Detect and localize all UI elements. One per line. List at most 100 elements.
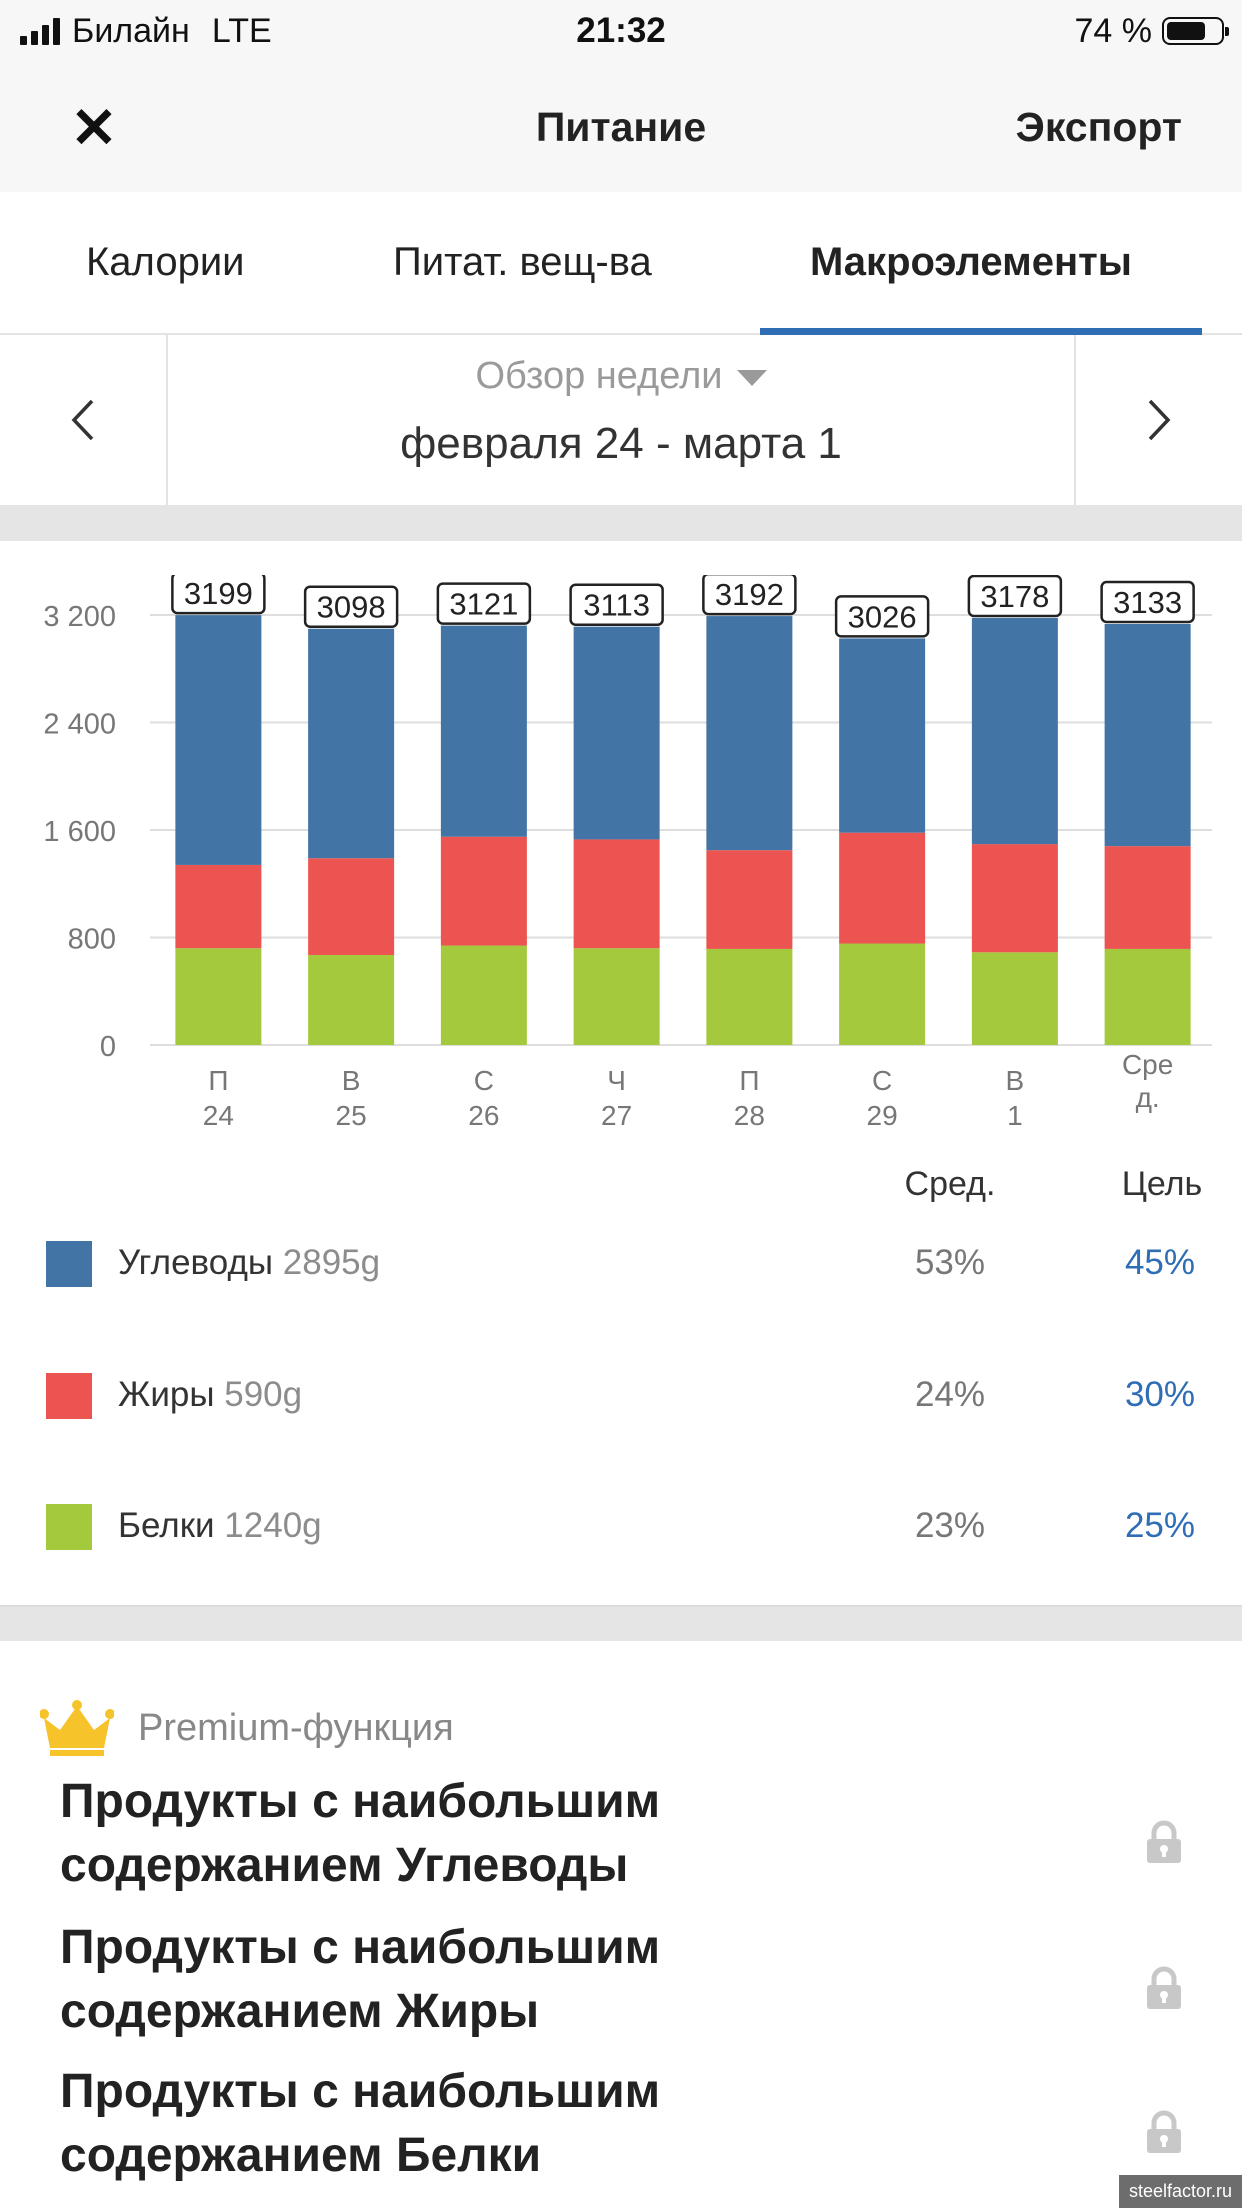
status-bar: Билайн LTE 21:32 74 % (0, 0, 1242, 62)
bar-segment-Углеводы (706, 616, 793, 851)
protein-label: Белки (118, 1506, 215, 1545)
premium-header: Premium-функция (40, 1698, 454, 1758)
legend-row-protein: Белки 1240g 23% 25% (0, 1488, 1242, 1568)
section-separator-2 (0, 1605, 1242, 1641)
page-title: Питание (535, 104, 707, 150)
tab-calories[interactable]: Калории (86, 240, 245, 284)
watermark: steelfactor.ru (1118, 2175, 1242, 2208)
carbs-avg: 53% (914, 1243, 986, 1282)
x-tick-date: д. (1136, 1082, 1160, 1113)
y-tick-label: 1 600 (43, 816, 116, 848)
stacked-bar-chart: 3 200 2 400 1 600 800 0 3199 П 24 3098 В 25 3121 С 26… (43, 575, 1212, 1131)
total-label: 3026 (848, 599, 917, 634)
x-tick-day: Сре (1122, 1049, 1173, 1080)
bar-segment-Белки (706, 948, 793, 1045)
x-tick-day: В (342, 1065, 361, 1096)
x-tick-day: С (872, 1065, 892, 1096)
bar-segment-Жиры (573, 839, 660, 949)
lock-icon (1147, 2110, 1181, 2153)
y-tick-label: 800 (68, 924, 116, 956)
prev-week-button[interactable] (0, 335, 168, 505)
total-label-box (1100, 580, 1195, 624)
bar-segment-Белки (308, 954, 395, 1045)
total-label: 3121 (449, 587, 518, 622)
bar-segment-Углеводы (175, 615, 262, 865)
protein-grams: 1240g (224, 1506, 322, 1545)
legend-row-carbs: Углеводы 2895g 53% 45% (0, 1225, 1242, 1305)
fat-avg: 24% (914, 1375, 986, 1414)
week-mode-selector[interactable]: Обзор недели (0, 355, 1242, 398)
week-range: февраля 24 - марта 1 (400, 419, 842, 468)
tab-macros[interactable]: Макроэлементы (810, 240, 1132, 284)
carbs-goal[interactable]: 45% (1124, 1243, 1196, 1282)
crown-icon (40, 1700, 114, 1756)
macros-chart: 3 200 2 400 1 600 800 0 3199 П 24 3098 В 25 3121 С 26… (0, 575, 1242, 1155)
bar-segment-Жиры (440, 836, 527, 946)
premium-item-protein[interactable]: Продукты с наибольшим содержанием Белки (0, 2060, 1242, 2200)
tab-bar: Калории Питат. вещ-ва Макроэлементы (0, 192, 1242, 335)
bar-segment-Белки (1104, 948, 1191, 1045)
fat-goal[interactable]: 30% (1124, 1375, 1196, 1414)
carbs-swatch (46, 1241, 92, 1287)
premium-item-title: Продукты с наибольшим содержанием Углево… (60, 1775, 661, 1892)
premium-item-fat[interactable]: Продукты с наибольшим содержанием Жиры (0, 1916, 1242, 2056)
fat-grams: 590g (224, 1375, 303, 1414)
x-tick-day: С (474, 1065, 494, 1096)
x-tick-date: 26 (468, 1100, 499, 1131)
fat-label: Жиры (118, 1375, 215, 1414)
premium-item-carbs[interactable]: Продукты с наибольшим содержанием Углево… (0, 1770, 1242, 1910)
y-tick-label: 0 (100, 1031, 116, 1063)
total-label: 3133 (1113, 585, 1182, 620)
total-label-box (702, 575, 797, 616)
section-separator (0, 505, 1242, 541)
total-label-box (436, 582, 532, 625)
export-button[interactable]: Экспорт (1015, 104, 1182, 150)
x-tick-date: 27 (601, 1100, 632, 1131)
x-tick-day: П (739, 1065, 759, 1096)
bar-segment-Жиры (839, 832, 926, 944)
bar-segment-Белки (839, 943, 926, 1045)
carrier-name: Билайн (72, 11, 190, 50)
total-label: 3178 (980, 579, 1049, 614)
premium-item-title: Продукты с наибольшим содержанием Жиры (60, 1921, 661, 2038)
legend-row-fat: Жиры 590g 24% 30% (0, 1357, 1242, 1437)
bar-segment-Жиры (706, 850, 793, 949)
x-tick-date: 1 (1007, 1100, 1023, 1131)
avg-header: Сред. (904, 1165, 996, 1203)
active-tab-indicator (760, 328, 1202, 335)
tab-nutrients[interactable]: Питат. вещ-ва (393, 240, 652, 284)
total-label-box (834, 595, 930, 638)
x-tick-date: 29 (867, 1100, 898, 1131)
total-label: 3113 (583, 588, 650, 623)
x-tick-date: 25 (336, 1100, 367, 1131)
close-icon[interactable]: ✕ (70, 96, 118, 159)
caret-down-icon (736, 369, 767, 386)
x-tick-day: В (1006, 1065, 1025, 1096)
premium-item-title: Продукты с наибольшим содержанием Белки (60, 2065, 661, 2182)
x-tick-date: 24 (203, 1100, 234, 1131)
chevron-right-icon (1148, 399, 1171, 441)
total-label-box (171, 575, 266, 615)
y-tick-label: 3 200 (43, 601, 116, 633)
carbs-label: Углеводы (118, 1243, 274, 1282)
carbs-grams: 2895g (282, 1243, 381, 1282)
protein-avg: 23% (914, 1506, 986, 1545)
protein-swatch (46, 1504, 92, 1550)
bar-segment-Углеводы (573, 626, 660, 840)
nav-bar: ✕ Питание Экспорт (0, 62, 1242, 192)
total-label: 3098 (317, 590, 386, 625)
total-label-box (569, 583, 664, 626)
status-time: 21:32 (576, 11, 666, 50)
bar-segment-Белки (971, 952, 1058, 1045)
next-week-button[interactable] (1074, 335, 1242, 505)
bar-segment-Жиры (1104, 846, 1191, 949)
status-right: 74 % (1075, 8, 1229, 54)
protein-goal[interactable]: 25% (1124, 1506, 1196, 1545)
status-left: Билайн LTE (20, 8, 272, 54)
week-mode-label: Обзор недели (475, 355, 723, 397)
lock-icon (1147, 1820, 1181, 1863)
bar-segment-Жиры (971, 844, 1058, 953)
goal-header: Цель (1121, 1165, 1203, 1203)
network-type: LTE (211, 11, 272, 50)
bar-segment-Жиры (308, 858, 395, 955)
